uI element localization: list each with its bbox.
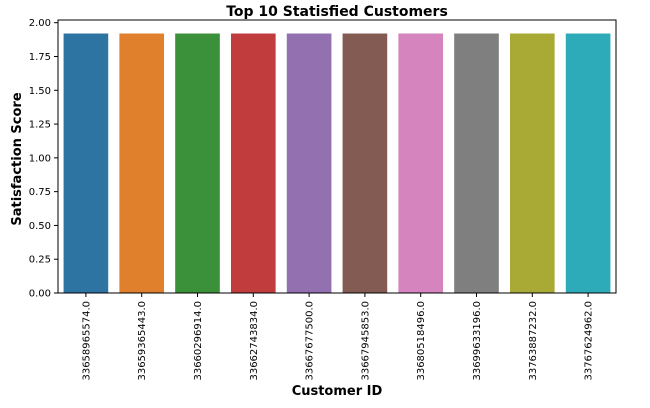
y-tick-label: 0.25 <box>29 255 51 266</box>
x-tick-label: 33667677500.0 <box>305 301 316 381</box>
y-tick-label: 1.00 <box>29 153 51 164</box>
x-tick-label: 33763887232.0 <box>528 301 539 381</box>
bar-4 <box>230 33 276 293</box>
bar-2 <box>119 33 165 293</box>
y-tick-label: 2.00 <box>29 18 51 29</box>
bar-8 <box>454 33 499 293</box>
bar-10 <box>565 33 611 293</box>
x-tick-label: 33680518496.0 <box>416 301 427 381</box>
x-tick-label: 33767624962.0 <box>584 301 595 381</box>
y-tick-label: 0.00 <box>29 289 51 300</box>
y-tick-label: 0.75 <box>29 187 51 198</box>
x-tick-label: 33662743834.0 <box>249 301 260 381</box>
y-tick-label: 1.25 <box>29 120 51 131</box>
bar-6 <box>342 33 388 293</box>
bar-1 <box>63 33 109 293</box>
x-axis-label: Customer ID <box>292 384 383 399</box>
x-tick-label: 33659365443.0 <box>137 301 148 381</box>
y-axis-label: Satisfaction Score <box>10 92 25 225</box>
bar-7 <box>398 33 444 293</box>
y-axis-ticks: 0.00 0.25 0.50 0.75 1.00 1.25 1.50 1.75 2.00 <box>29 18 58 300</box>
bar-5 <box>286 33 332 293</box>
y-tick-label: 0.50 <box>29 221 51 232</box>
x-axis-ticks: 33658965574.0 33659365443.0 33660296914.0 3… <box>81 293 595 381</box>
bars-group <box>63 33 611 293</box>
x-tick-label: 33667945853.0 <box>360 301 371 381</box>
x-tick-label: 33699633196.0 <box>472 301 483 381</box>
x-tick-label: 33660296914.0 <box>193 301 204 381</box>
bar-9 <box>509 33 555 293</box>
x-tick-label: 33658965574.0 <box>81 301 92 381</box>
bar-3 <box>175 33 220 293</box>
y-tick-label: 1.75 <box>29 52 51 63</box>
plot-frame <box>57 19 617 294</box>
y-tick-label: 1.50 <box>29 86 51 97</box>
chart-title: Top 10 Statisfied Customers <box>226 4 448 20</box>
